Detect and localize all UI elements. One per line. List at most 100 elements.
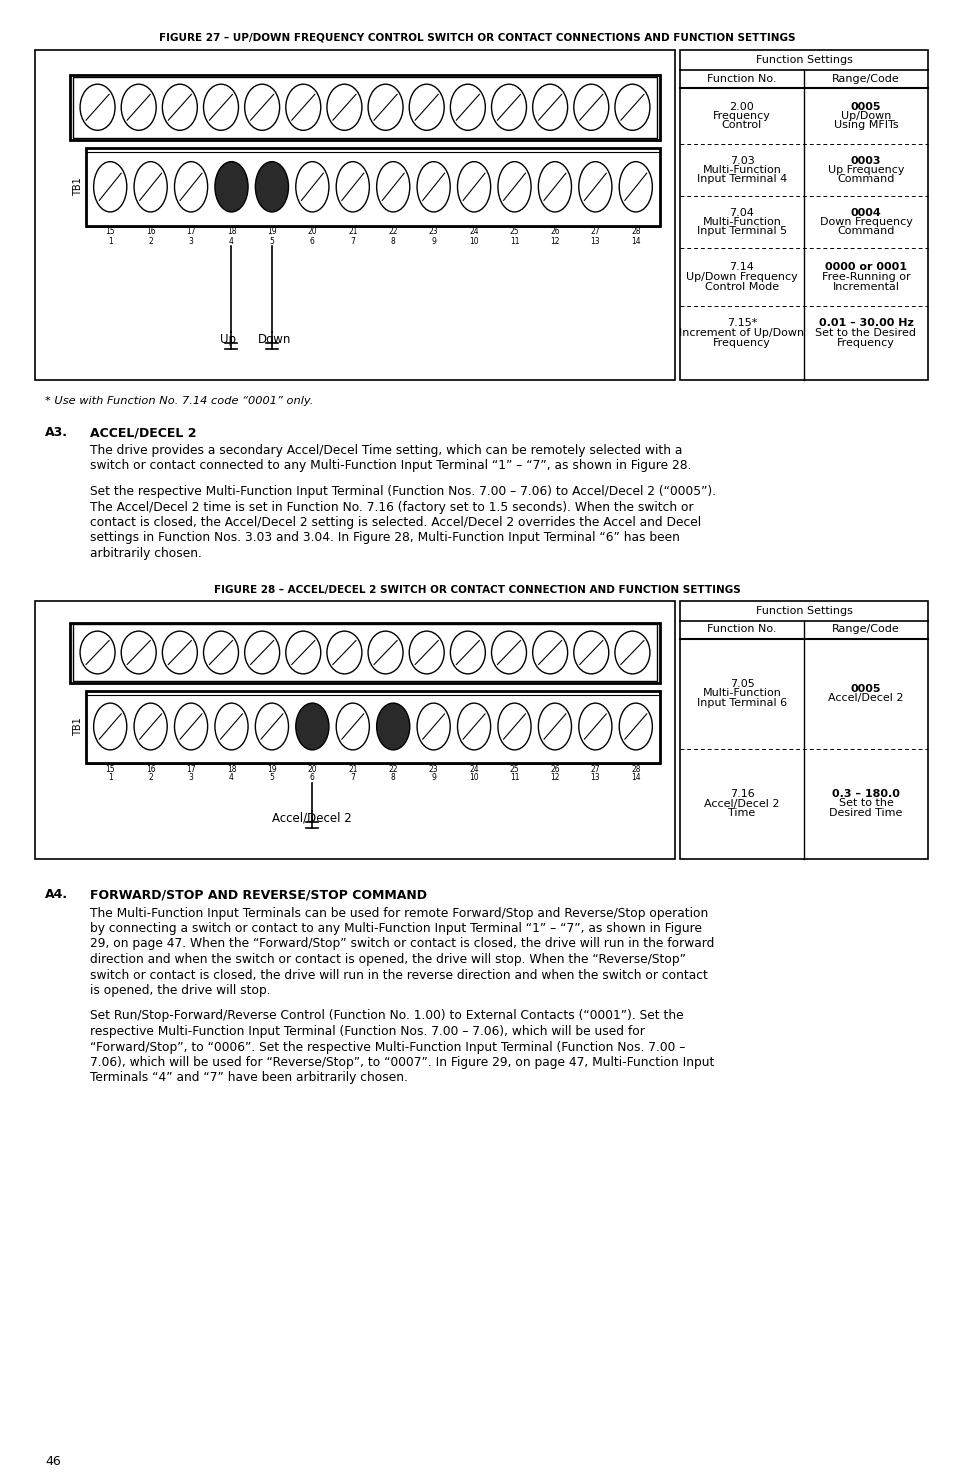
Text: 27: 27 — [590, 227, 599, 236]
Ellipse shape — [615, 631, 649, 674]
Bar — [35, 50, 675, 381]
Ellipse shape — [532, 84, 567, 130]
Text: Up/Down: Up/Down — [840, 111, 890, 121]
Text: 6: 6 — [310, 773, 314, 783]
Text: Set to the: Set to the — [838, 798, 893, 808]
Text: Multi-Function: Multi-Function — [701, 165, 781, 176]
Ellipse shape — [121, 631, 156, 674]
Bar — [679, 50, 927, 381]
Text: 20: 20 — [307, 227, 316, 236]
Text: 7.14: 7.14 — [729, 263, 754, 273]
Text: 7.03: 7.03 — [729, 155, 754, 165]
Text: Accel/Decel 2: Accel/Decel 2 — [273, 811, 352, 825]
Ellipse shape — [295, 704, 329, 749]
Text: 2: 2 — [148, 236, 152, 245]
Text: 28: 28 — [630, 227, 639, 236]
Text: 22: 22 — [388, 764, 397, 773]
Ellipse shape — [174, 704, 208, 749]
Text: Free-Running or: Free-Running or — [821, 271, 909, 282]
Text: 5: 5 — [269, 773, 274, 783]
Text: 10: 10 — [469, 773, 478, 783]
Text: 9: 9 — [431, 236, 436, 245]
Text: 28: 28 — [630, 764, 639, 773]
Text: Function No.: Function No. — [706, 74, 776, 84]
Ellipse shape — [214, 704, 248, 749]
Ellipse shape — [134, 704, 167, 749]
Ellipse shape — [416, 704, 450, 749]
Text: 29, on page 47. When the “Forward/Stop” switch or contact is closed, the drive w: 29, on page 47. When the “Forward/Stop” … — [90, 938, 714, 950]
Ellipse shape — [457, 162, 490, 212]
Ellipse shape — [368, 84, 402, 130]
Text: FORWARD/STOP AND REVERSE/STOP COMMAND: FORWARD/STOP AND REVERSE/STOP COMMAND — [90, 888, 427, 901]
Text: 7: 7 — [350, 236, 355, 245]
Text: 19: 19 — [267, 764, 276, 773]
Text: Function Settings: Function Settings — [755, 606, 852, 615]
Text: 17: 17 — [186, 764, 195, 773]
Text: 7: 7 — [350, 773, 355, 783]
Text: Accel/Decel 2: Accel/Decel 2 — [703, 798, 779, 808]
Text: 21: 21 — [348, 227, 357, 236]
Text: 7.04: 7.04 — [729, 208, 754, 217]
Ellipse shape — [532, 631, 567, 674]
Text: FIGURE 28 – ACCEL/DECEL 2 SWITCH OR CONTACT CONNECTION AND FUNCTION SETTINGS: FIGURE 28 – ACCEL/DECEL 2 SWITCH OR CONT… — [213, 584, 740, 594]
Text: 7.06), which will be used for “Reverse/Stop”, to “0007”. In Figure 29, on page 4: 7.06), which will be used for “Reverse/S… — [90, 1056, 714, 1069]
Ellipse shape — [244, 631, 279, 674]
Text: 0004: 0004 — [850, 208, 881, 217]
Text: 7.15*: 7.15* — [726, 319, 757, 329]
Ellipse shape — [327, 631, 361, 674]
Ellipse shape — [327, 84, 361, 130]
Text: 24: 24 — [469, 227, 478, 236]
Text: Input Terminal 6: Input Terminal 6 — [697, 698, 786, 708]
Ellipse shape — [286, 631, 320, 674]
Ellipse shape — [409, 631, 444, 674]
Text: Incremental: Incremental — [832, 282, 899, 292]
Text: 2: 2 — [148, 773, 152, 783]
Text: 5: 5 — [269, 236, 274, 245]
Text: 9: 9 — [431, 773, 436, 783]
Text: 23: 23 — [429, 764, 438, 773]
Text: Range/Code: Range/Code — [831, 74, 899, 84]
Text: TB1: TB1 — [73, 717, 83, 736]
Ellipse shape — [335, 704, 369, 749]
Bar — [86, 690, 659, 763]
Text: Control Mode: Control Mode — [704, 282, 779, 292]
Text: Up/Down Frequency: Up/Down Frequency — [685, 271, 797, 282]
Text: Down: Down — [258, 333, 292, 347]
Text: 13: 13 — [590, 773, 599, 783]
Text: Set to the Desired: Set to the Desired — [815, 327, 916, 338]
Text: The drive provides a secondary Accel/Decel Time setting, which can be remotely s: The drive provides a secondary Accel/Dec… — [90, 444, 681, 457]
Text: 18: 18 — [227, 227, 236, 236]
Text: settings in Function Nos. 3.03 and 3.04. In Figure 28, Multi-Function Input Term: settings in Function Nos. 3.03 and 3.04.… — [90, 531, 679, 544]
Text: 15: 15 — [105, 227, 115, 236]
Ellipse shape — [93, 162, 127, 212]
Text: 0.3 – 180.0: 0.3 – 180.0 — [831, 789, 899, 799]
Text: FIGURE 27 – UP/DOWN FREQUENCY CONTROL SWITCH OR CONTACT CONNECTIONS AND FUNCTION: FIGURE 27 – UP/DOWN FREQUENCY CONTROL SW… — [158, 32, 795, 41]
Ellipse shape — [80, 84, 115, 130]
Text: Increment of Up/Down: Increment of Up/Down — [679, 327, 803, 338]
Bar — [86, 148, 659, 226]
Text: Down Frequency: Down Frequency — [819, 217, 911, 227]
Text: 12: 12 — [550, 236, 559, 245]
Text: Up: Up — [220, 333, 236, 347]
Ellipse shape — [214, 162, 248, 212]
Text: 0005: 0005 — [850, 102, 881, 112]
Text: Frequency: Frequency — [712, 111, 770, 121]
Text: 22: 22 — [388, 227, 397, 236]
Text: 4: 4 — [229, 773, 233, 783]
Text: 11: 11 — [509, 773, 518, 783]
Bar — [679, 600, 927, 858]
Text: Time: Time — [727, 808, 755, 819]
Text: 7.16: 7.16 — [729, 789, 754, 799]
Ellipse shape — [578, 704, 611, 749]
Text: 0005: 0005 — [850, 684, 881, 693]
Text: 23: 23 — [429, 227, 438, 236]
Text: A4.: A4. — [45, 888, 68, 901]
Text: 19: 19 — [267, 227, 276, 236]
Text: by connecting a switch or contact to any Multi-Function Input Terminal “1” – “7”: by connecting a switch or contact to any… — [90, 922, 701, 935]
Text: 2.00: 2.00 — [729, 102, 754, 112]
Ellipse shape — [450, 84, 485, 130]
Text: 17: 17 — [186, 227, 195, 236]
Text: 8: 8 — [391, 236, 395, 245]
Text: 14: 14 — [630, 236, 639, 245]
Text: TB1: TB1 — [73, 177, 83, 196]
